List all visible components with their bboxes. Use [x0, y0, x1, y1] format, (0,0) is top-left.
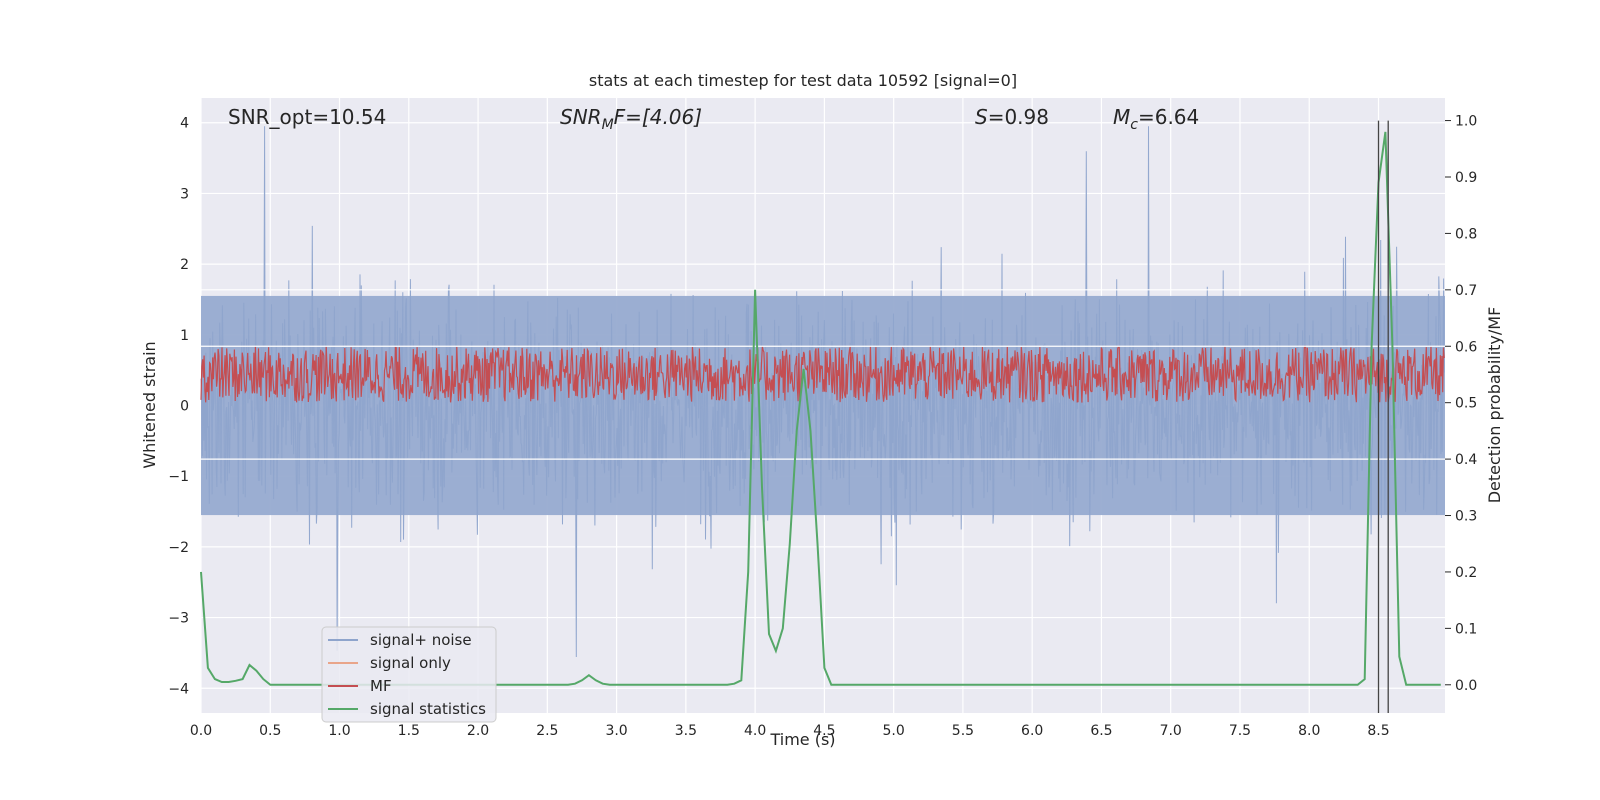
x-axis-label: Time (s) [769, 730, 835, 749]
x-tick-label: 3.5 [675, 723, 697, 739]
noise-trace [200, 126, 1445, 658]
y-right-tick-label: 0.9 [1455, 170, 1477, 186]
y-axis-left-ticks: 4 3 2 1 0 −1 −2 −3 −4 [168, 116, 189, 698]
y-left-tick-label: 4 [180, 116, 189, 132]
y-axis-right-ticks: 1.0 0.9 0.8 0.7 0.6 0.5 0.4 0.3 0.2 0.1 0.0 [1445, 114, 1477, 694]
legend-box [321, 626, 497, 723]
x-axis-ticks: 0.0 0.5 1.0 1.5 2.0 2.5 3.0 3.5 4.0 4.5 5.0 5.5 6.0 6… [190, 723, 1390, 739]
y-right-tick-label: 0.8 [1455, 226, 1477, 242]
x-tick-label: 3.0 [605, 723, 627, 739]
x-tick-label: 4.5 [813, 723, 835, 739]
x-tick-label: 7.0 [1160, 723, 1182, 739]
x-tick-label: 1.0 [328, 723, 350, 739]
chart-title: stats at each timestep for test data 105… [589, 71, 1017, 90]
annotation-snr-opt: SNR_opt=10.54 [228, 105, 386, 129]
legend-label-signal-statistics: signal statistics [370, 700, 486, 718]
y-left-tick-label: 2 [180, 257, 189, 273]
x-tick-label: 8.0 [1298, 723, 1320, 739]
x-tick-label: 8.5 [1367, 723, 1389, 739]
y-right-tick-label: 0.1 [1455, 621, 1477, 637]
y-right-tick-label: 1.0 [1455, 114, 1477, 130]
x-tick-label: 0.0 [190, 723, 212, 739]
x-tick-label: 6.5 [1090, 723, 1112, 739]
x-tick-label: 4.0 [744, 723, 766, 739]
y-left-tick-label: 1 [180, 328, 189, 344]
y-left-tick-label: 0 [180, 399, 189, 415]
x-tick-label: 0.5 [259, 723, 281, 739]
annotation-mc: Mc=6.64 [1113, 105, 1199, 133]
y-left-tick-label: −1 [168, 469, 189, 485]
x-tick-label: 5.5 [952, 723, 974, 739]
mf-trace [200, 345, 1445, 403]
x-tick-label: 2.5 [536, 723, 558, 739]
y-left-tick-label: 3 [180, 186, 189, 202]
y-right-tick-label: 0.7 [1455, 283, 1477, 299]
y-right-tick-label: 0.6 [1455, 339, 1477, 355]
annotation-snr-mf: SNRMF=[4.06] [560, 105, 702, 133]
legend: signal+ noise signal only MF signal stat… [321, 626, 497, 723]
x-tick-label: 6.0 [1021, 723, 1043, 739]
series-mf [200, 289, 1445, 460]
x-tick-label: 1.5 [398, 723, 420, 739]
series-signal-statistics [200, 131, 1441, 686]
y-axis-right-label: Detection probability/MF [1485, 307, 1504, 504]
legend-label-mf: MF [370, 677, 392, 695]
signal-statistics-line [200, 131, 1441, 686]
x-tick-label: 5.0 [883, 723, 905, 739]
vertical-markers [1377, 120, 1389, 713]
y-right-tick-label: 0.4 [1455, 452, 1477, 468]
x-tick-label: 2.0 [467, 723, 489, 739]
annotation-s: S=0.98 [975, 105, 1049, 129]
legend-label-signal-noise: signal+ noise [370, 631, 472, 649]
y-left-tick-label: −4 [168, 681, 189, 697]
y-right-tick-label: 0.0 [1455, 678, 1477, 694]
y-left-tick-label: −2 [168, 540, 189, 556]
y-axis-left-label: Whitened strain [140, 341, 159, 468]
series-signal-plus-noise [200, 126, 1445, 658]
x-tick-label: 7.5 [1229, 723, 1251, 739]
legend-label-signal-only: signal only [370, 654, 451, 672]
y-right-tick-label: 0.3 [1455, 509, 1477, 525]
y-right-tick-label: 0.5 [1455, 396, 1477, 412]
y-left-tick-label: −3 [168, 611, 189, 627]
y-right-tick-label: 0.2 [1455, 565, 1477, 581]
